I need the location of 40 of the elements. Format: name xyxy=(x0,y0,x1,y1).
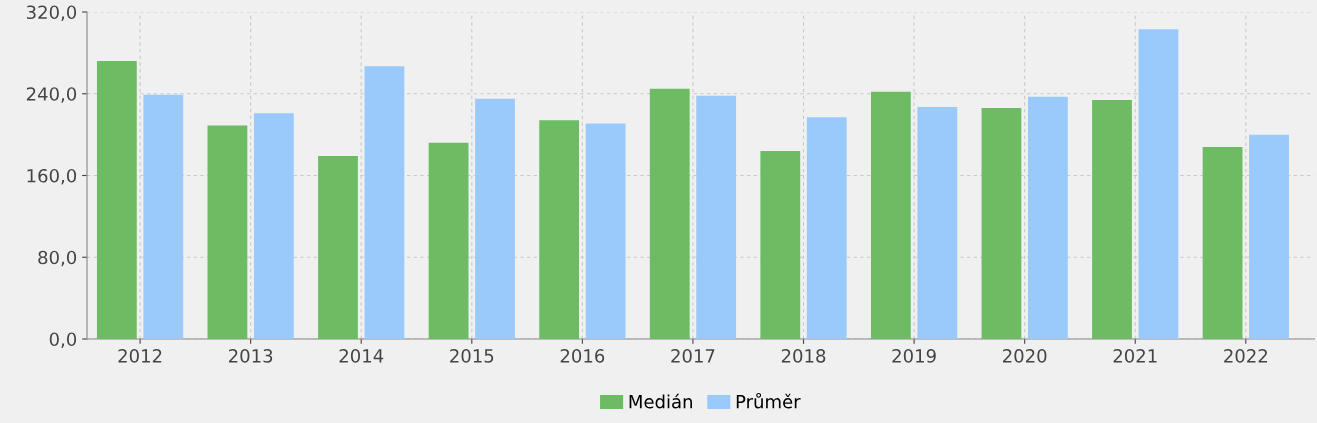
bar xyxy=(1092,99,1132,339)
bar xyxy=(1249,134,1289,339)
y-tick-label: 160,0 xyxy=(27,168,77,185)
x-tick-label: 2018 xyxy=(781,349,826,363)
x-tick-label: 2015 xyxy=(450,349,494,363)
bar xyxy=(870,91,911,339)
bar xyxy=(207,125,248,339)
y-tick-label: 240,0 xyxy=(26,87,77,103)
bar xyxy=(96,61,137,339)
bar xyxy=(253,113,294,339)
x-tick-label: 2016 xyxy=(560,349,605,363)
legend-label: Průměr xyxy=(736,392,801,409)
bar xyxy=(364,66,405,339)
x-tick-label: 2012 xyxy=(118,349,162,363)
bar xyxy=(428,142,469,339)
y-tick-label: 320,0 xyxy=(26,5,77,21)
bar xyxy=(585,123,626,339)
bar xyxy=(475,98,515,339)
bar xyxy=(649,88,690,339)
y-tick-label: 80,0 xyxy=(38,250,77,267)
x-tick-label: 2022 xyxy=(1224,349,1267,363)
bar xyxy=(917,107,958,339)
bar xyxy=(981,108,1022,339)
bar xyxy=(318,156,358,339)
x-tick-label: 2021 xyxy=(1113,349,1157,363)
x-tick-label: 2017 xyxy=(671,349,715,363)
x-tick-label: 2020 xyxy=(1003,349,1047,363)
bar xyxy=(143,94,184,339)
bar xyxy=(696,95,737,339)
bar xyxy=(1027,96,1068,339)
bar xyxy=(539,120,580,339)
x-tick-label: 2014 xyxy=(339,349,384,363)
bar xyxy=(760,150,801,339)
y-tick-label: 0,0 xyxy=(49,332,77,348)
bar xyxy=(1202,146,1243,339)
bar xyxy=(1138,29,1179,339)
legend-label: Medián xyxy=(629,393,692,409)
bar xyxy=(806,117,847,339)
x-tick-label: 2019 xyxy=(892,349,936,363)
x-tick-label: 2013 xyxy=(229,349,273,363)
